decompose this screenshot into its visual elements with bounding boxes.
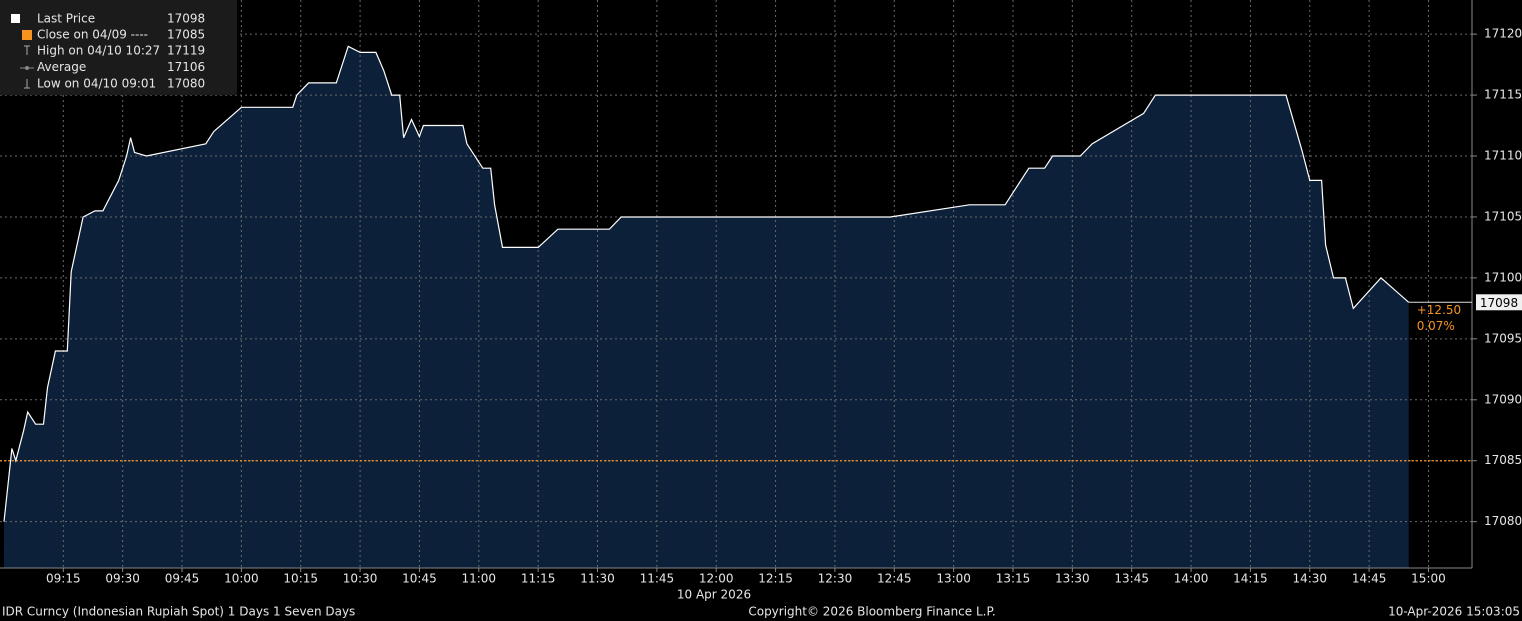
legend-value: 17085 [167, 28, 205, 42]
legend-label: High on 04/10 10:27 [37, 44, 160, 58]
x-tick-label: 10:00 [224, 572, 259, 586]
x-tick-label: 10:30 [343, 572, 378, 586]
x-tick-label: 13:45 [1114, 572, 1149, 586]
legend-label: Low on 04/10 09:01 [37, 77, 156, 91]
last-price-box [1476, 294, 1522, 311]
change-label: +12.50 [1417, 303, 1461, 317]
legend-label: Average [37, 60, 86, 74]
y-tick-label: 17115 [1484, 88, 1522, 102]
footer-left: IDR Curncy (Indonesian Rupiah Spot) 1 Da… [2, 605, 355, 619]
x-tick-label: 10:45 [402, 572, 437, 586]
x-date-label: 10 Apr 2026 [677, 588, 751, 602]
x-tick-label: 14:30 [1292, 572, 1327, 586]
legend-box [0, 0, 237, 95]
copyright: Copyright© 2026 Bloomberg Finance L.P. [748, 605, 995, 619]
last-price-label: 17098 [1480, 296, 1518, 310]
x-tick-label: 11:45 [640, 572, 675, 586]
x-tick-label: 14:00 [1174, 572, 1209, 586]
x-tick-label: 12:45 [877, 572, 912, 586]
x-tick-label: 11:15 [521, 572, 556, 586]
x-tick-label: 14:15 [1233, 572, 1268, 586]
legend-icon-average-dot [25, 66, 29, 70]
y-tick-label: 17120 [1484, 27, 1522, 41]
legend-value: 17106 [167, 60, 205, 74]
legend-label: Close on 04/09 ---- [37, 28, 148, 42]
x-tick-label: 14:45 [1352, 572, 1387, 586]
y-tick-label: 17080 [1484, 514, 1522, 528]
x-tick-label: 13:30 [1055, 572, 1090, 586]
x-tick-label: 09:30 [105, 572, 140, 586]
legend-value: 17119 [167, 44, 205, 58]
legend-icon-close [22, 30, 32, 40]
x-tick-label: 12:30 [818, 572, 853, 586]
legend-rows: High on 04/10 10:27 17119 Average 17106 Low … [37, 44, 205, 91]
change-pct-label: 0.07% [1417, 319, 1455, 333]
x-tick-label: 09:45 [165, 572, 200, 586]
plot-area [0, 0, 1472, 569]
x-tick-label: 13:00 [936, 572, 971, 586]
legend-icon-last [11, 14, 20, 23]
legend-icon-low [24, 79, 30, 89]
price-line [3, 45, 1410, 522]
x-tick-label: 15:00 [1411, 572, 1446, 586]
x-tick-label: 09:15 [46, 572, 81, 586]
legend-value: 17098 [167, 12, 205, 26]
legend-value: 17080 [167, 77, 205, 91]
x-tick-label: 10:15 [283, 572, 318, 586]
price-area [3, 46, 1409, 569]
x-tick-label: 12:15 [758, 572, 793, 586]
legend-label: Last Price [37, 12, 95, 26]
x-tick-label: 11:00 [461, 572, 496, 586]
y-tick-label: 17105 [1484, 209, 1522, 223]
x-tick-label: 12:00 [699, 572, 734, 586]
y-tick-label: 17110 [1484, 149, 1522, 163]
x-tick-label: 13:15 [996, 572, 1031, 586]
y-tick-label: 17090 [1484, 392, 1522, 406]
legend-icon-high [24, 45, 30, 55]
timestamp: 10-Apr-2026 15:03:05 [1388, 605, 1520, 619]
y-tick-label: 17100 [1484, 270, 1522, 284]
x-tick-label: 11:30 [580, 572, 615, 586]
y-tick-label: 17095 [1484, 331, 1522, 345]
y-tick-label: 17085 [1484, 453, 1522, 467]
